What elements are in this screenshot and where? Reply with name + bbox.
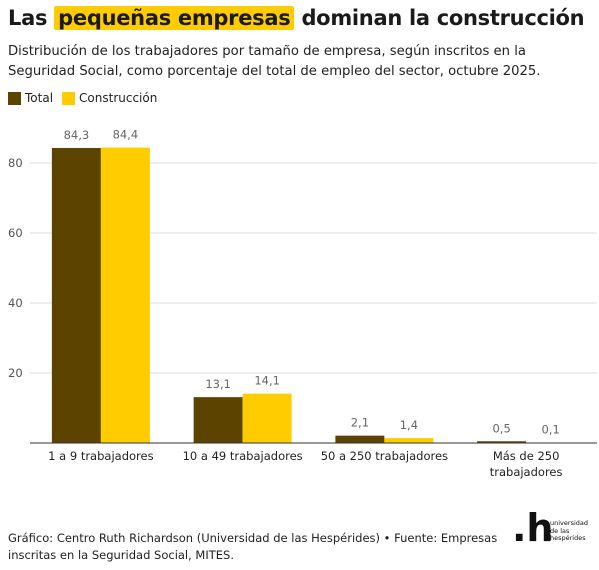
- title-highlight: pequeñas empresas: [54, 6, 295, 30]
- data-label-construcción-0: 84,4: [113, 128, 139, 142]
- x-tick-label-1: 10 a 49 trabajadores: [183, 449, 303, 463]
- y-tick-label-20: 20: [8, 366, 23, 380]
- chart-footer: Gráfico: Centro Ruth Richardson (Univers…: [8, 531, 498, 562]
- legend-label-total: Total: [25, 91, 54, 105]
- bar-chart: 20 40 60 80 84,3 84,4 1 a 9 trabajadores 13,1 14…: [8, 128, 597, 479]
- legend: Total Construcción: [8, 91, 166, 105]
- logo-text-line2: de las: [550, 526, 570, 535]
- title-pre: Las: [8, 6, 48, 30]
- y-tick-label-60: 60: [8, 226, 23, 240]
- x-tick-label-0: 1 a 9 trabajadores: [48, 449, 153, 463]
- x-tick-label-3: Más de 250: [493, 449, 560, 463]
- legend-item-total: Total: [8, 91, 53, 105]
- bar-total-3: [477, 441, 527, 443]
- chart-title: Las pequeñas empresas dominan la constru…: [8, 6, 585, 30]
- data-label-total-0: 84,3: [64, 128, 90, 142]
- logo-text: universidad de las hespérides: [550, 519, 588, 543]
- bar-total-0: [51, 147, 101, 443]
- bar-construcción-1: [242, 393, 292, 443]
- bar-total-1: [193, 397, 243, 443]
- logo-mark: .h: [512, 506, 554, 550]
- data-label-total-1: 13,1: [205, 377, 231, 391]
- data-label-construcción-2: 1,4: [400, 418, 418, 432]
- y-tick-label-40: 40: [8, 296, 23, 310]
- data-label-construcción-3: 0,1: [541, 423, 559, 437]
- x-tick-label-2: 50 a 250 trabajadores: [321, 449, 448, 463]
- x-tick-label-3-line2: trabajadores: [490, 465, 563, 479]
- title-post: dominan la construcción: [301, 6, 585, 30]
- university-logo: .h universidad de las hespérides: [512, 506, 592, 550]
- bar-construcción-2: [384, 438, 434, 443]
- legend-swatch-total: [8, 91, 21, 105]
- legend-label-construccion: Construcción: [79, 91, 158, 105]
- legend-swatch-construccion: [62, 91, 76, 105]
- chart-subtitle: Distribución de los trabajadores por tam…: [8, 44, 541, 79]
- data-label-construcción-1: 14,1: [254, 374, 280, 388]
- y-tick-label-80: 80: [8, 156, 23, 170]
- legend-item-construccion: Construcción: [62, 91, 157, 105]
- logo-text-line1: universidad: [550, 519, 588, 527]
- bar-total-2: [335, 435, 385, 443]
- data-label-total-2: 2,1: [351, 416, 369, 430]
- logo-text-line3: hespérides: [550, 534, 586, 542]
- data-label-total-3: 0,5: [492, 421, 510, 435]
- bar-construcción-0: [100, 147, 150, 443]
